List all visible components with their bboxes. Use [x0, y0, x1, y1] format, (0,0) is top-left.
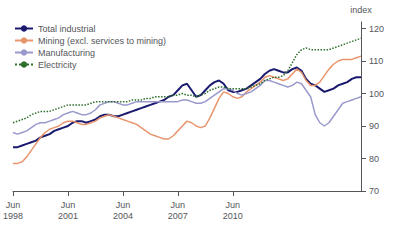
svg-text:2004: 2004 — [113, 211, 133, 221]
svg-text:100: 100 — [369, 89, 384, 99]
svg-text:70: 70 — [369, 186, 379, 196]
svg-text:110: 110 — [369, 56, 383, 66]
svg-text:Jun: Jun — [171, 200, 186, 210]
svg-text:Electricity: Electricity — [38, 60, 77, 70]
svg-text:1998: 1998 — [3, 211, 23, 221]
svg-text:Jun: Jun — [226, 200, 241, 210]
svg-text:Total industrial: Total industrial — [38, 24, 96, 34]
svg-text:80: 80 — [369, 154, 379, 164]
svg-text:index: index — [350, 5, 372, 15]
svg-text:120: 120 — [369, 24, 384, 34]
svg-text:2010: 2010 — [223, 211, 243, 221]
svg-text:Jun: Jun — [61, 200, 76, 210]
svg-text:2007: 2007 — [168, 211, 188, 221]
svg-text:Manufacturing: Manufacturing — [38, 48, 95, 58]
svg-text:Jun: Jun — [116, 200, 131, 210]
svg-text:90: 90 — [369, 121, 379, 131]
svg-text:2001: 2001 — [58, 211, 78, 221]
svg-text:Mining (excl. services to mini: Mining (excl. services to mining) — [38, 36, 166, 46]
svg-text:Jun: Jun — [6, 200, 21, 210]
